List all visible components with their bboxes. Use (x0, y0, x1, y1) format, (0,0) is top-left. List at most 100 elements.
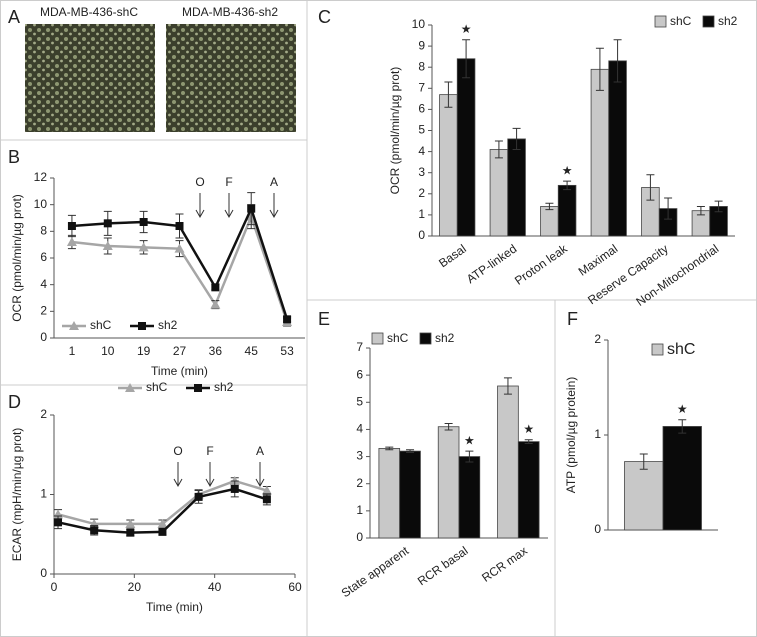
error-bar (462, 39, 471, 79)
y-tick-label: 7 (418, 80, 425, 94)
y-tick-label: 1 (356, 503, 363, 517)
panel-label: F (567, 309, 578, 329)
error-bar (714, 200, 723, 213)
marker (54, 518, 63, 527)
y-tick-label: 4 (418, 144, 425, 158)
error-bar (678, 419, 687, 434)
error-bar (406, 449, 415, 453)
legend-label: shC (90, 318, 112, 332)
marker (90, 526, 99, 535)
panel-label: D (8, 392, 21, 412)
micrograph (25, 24, 155, 132)
panel-label: E (318, 309, 330, 329)
marker (157, 518, 168, 528)
legend-marker (138, 322, 146, 330)
marker (103, 219, 112, 228)
bar (517, 441, 540, 539)
annotation: F (206, 444, 213, 458)
y-axis-label: ATP (pmol/µg protein) (564, 377, 578, 494)
y-tick-label: 10 (34, 197, 48, 211)
bar (608, 60, 627, 237)
error-bar (696, 205, 705, 216)
marker (230, 484, 239, 493)
legend-label: sh2 (214, 380, 234, 394)
x-tick-label: 36 (209, 344, 223, 358)
error-bar (664, 197, 673, 220)
y-tick-label: 9 (418, 38, 425, 52)
y-tick-label: 0 (40, 566, 47, 580)
x-tick-label: State apparent (339, 543, 412, 600)
bar (540, 206, 559, 237)
x-tick-label: 1 (69, 344, 76, 358)
marker (125, 518, 136, 528)
y-tick-label: 0 (594, 522, 601, 536)
x-tick-label: 40 (208, 580, 222, 594)
error-bar (563, 180, 572, 191)
y-tick-label: 4 (40, 277, 47, 291)
legend-swatch (702, 15, 715, 28)
x-axis-label: Time (min) (151, 364, 208, 378)
bar (497, 385, 519, 539)
legend-label: shC (146, 380, 168, 394)
y-tick-label: 3 (356, 449, 363, 463)
y-tick-label: 1 (40, 487, 47, 501)
bar (458, 456, 481, 539)
legend-swatch (371, 332, 384, 345)
bar (378, 448, 401, 539)
legend-label: sh2 (718, 14, 738, 28)
x-tick-label: Proton leak (512, 241, 571, 288)
annotation-arrow (224, 193, 234, 219)
legend-marker (194, 384, 202, 392)
y-tick-label: 2 (40, 407, 47, 421)
y-tick-label: 5 (356, 394, 363, 408)
x-tick-label: 27 (173, 344, 187, 358)
annotation-arrow (269, 193, 279, 219)
legend-swatch (419, 332, 432, 345)
y-tick-label: 1 (418, 207, 425, 221)
significance-star: ★ (461, 22, 472, 36)
x-tick-label: 53 (280, 344, 294, 358)
significance-star: ★ (523, 422, 534, 436)
y-tick-label: 7 (356, 340, 363, 354)
annotation: O (195, 175, 204, 189)
y-tick-label: 0 (356, 530, 363, 544)
error-bar (545, 202, 554, 211)
marker (139, 218, 148, 226)
y-tick-label: 3 (418, 165, 425, 179)
annotation: A (256, 444, 264, 458)
image-caption: MDA-MB-436-sh2 (182, 5, 278, 19)
y-tick-label: 8 (40, 224, 47, 238)
error-bar (385, 446, 394, 451)
x-tick-label: ATP-linked (464, 242, 519, 287)
significance-star: ★ (562, 163, 573, 177)
marker (262, 495, 271, 504)
marker (66, 237, 77, 246)
error-bar (503, 377, 512, 395)
bar (662, 426, 702, 531)
error-bar (465, 450, 474, 463)
marker (138, 242, 149, 252)
y-tick-label: 1 (594, 427, 601, 441)
error-bar (444, 422, 453, 431)
marker (211, 283, 220, 292)
y-axis-label: OCR (pmol/min/µg prot) (388, 67, 402, 195)
x-tick-label: 20 (128, 580, 142, 594)
legend-label: shC (670, 14, 692, 28)
panel-label: B (8, 147, 20, 167)
error-bar (512, 127, 521, 150)
legend-label: sh2 (158, 318, 178, 332)
marker (158, 527, 167, 536)
marker (175, 222, 184, 230)
x-tick-label: 10 (101, 344, 115, 358)
bar (489, 149, 509, 237)
error-bar (595, 47, 604, 91)
error-bar (444, 81, 453, 108)
x-tick-label: RCR max (479, 544, 530, 585)
x-tick-label: Maximal (576, 242, 621, 279)
x-tick-label: 60 (288, 580, 302, 594)
bar (456, 58, 476, 237)
x-axis-label: Time (min) (146, 600, 203, 614)
y-tick-label: 0 (418, 228, 425, 242)
significance-star: ★ (464, 433, 475, 447)
